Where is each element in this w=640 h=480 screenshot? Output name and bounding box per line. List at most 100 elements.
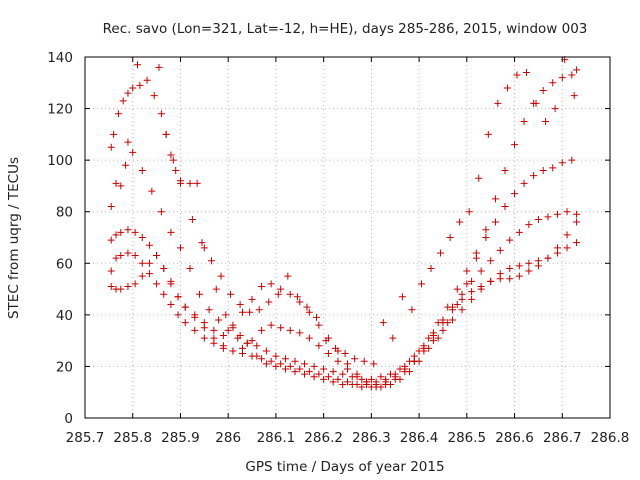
data-point (506, 275, 514, 283)
y-tick-label: 140 (47, 50, 73, 66)
y-tick-label: 100 (47, 153, 73, 169)
data-point (339, 380, 347, 388)
data-point (253, 342, 261, 350)
y-tick-label: 120 (47, 102, 73, 118)
data-point (117, 228, 125, 236)
data-point (119, 97, 127, 105)
data-point (515, 228, 523, 236)
data-point (107, 267, 115, 275)
data-point (272, 352, 280, 360)
data-point (463, 267, 471, 275)
data-point (329, 378, 337, 386)
x-tick-label: 286.3 (352, 430, 391, 446)
data-point (124, 138, 132, 146)
data-point (155, 63, 163, 71)
data-point (494, 99, 502, 107)
data-point (520, 179, 528, 187)
data-point (530, 172, 538, 180)
data-point (110, 130, 118, 138)
data-point (248, 352, 256, 360)
data-point (520, 117, 528, 125)
data-point (296, 365, 304, 373)
data-point (246, 308, 254, 316)
data-point (425, 334, 433, 342)
data-point (217, 272, 225, 280)
data-point (477, 282, 485, 290)
data-point (277, 285, 285, 293)
data-point (196, 290, 204, 298)
data-point (458, 306, 466, 314)
data-point (563, 231, 571, 239)
y-tick-label: 80 (56, 205, 73, 221)
data-point (191, 326, 199, 334)
data-point (358, 383, 366, 391)
data-point (262, 360, 270, 368)
data-point (243, 339, 251, 347)
data-point (129, 84, 137, 92)
data-point (162, 130, 170, 138)
data-point (107, 143, 115, 151)
data-point (157, 110, 165, 118)
data-point (379, 319, 387, 327)
data-point (169, 156, 177, 164)
data-point (310, 362, 318, 370)
data-point (107, 282, 115, 290)
data-point (539, 166, 547, 174)
data-point (370, 360, 378, 368)
data-point (207, 257, 215, 265)
data-point (544, 254, 552, 262)
data-point (219, 331, 227, 339)
data-point (568, 156, 576, 164)
data-point (117, 182, 125, 190)
data-point (277, 324, 285, 332)
data-point (496, 246, 504, 254)
data-point (334, 375, 342, 383)
data-point (210, 326, 218, 334)
data-point (265, 298, 273, 306)
data-point (200, 319, 208, 327)
data-point (544, 213, 552, 221)
data-point (549, 164, 557, 172)
data-point (138, 234, 146, 241)
data-point (434, 334, 442, 342)
data-point (305, 334, 313, 342)
data-point (324, 373, 332, 381)
data-point (320, 375, 328, 383)
data-point (112, 254, 120, 262)
data-point (534, 262, 542, 270)
data-point (465, 208, 473, 216)
data-point (322, 337, 330, 345)
data-point (138, 259, 146, 267)
data-point (272, 362, 280, 370)
data-point (511, 141, 519, 149)
data-point (534, 215, 542, 223)
data-point (296, 329, 304, 337)
data-point (315, 321, 323, 329)
data-point (439, 319, 447, 327)
data-point (301, 370, 309, 378)
data-point (525, 221, 533, 229)
data-point (212, 285, 220, 293)
data-point (401, 368, 409, 376)
data-point (482, 226, 490, 234)
data-point (573, 239, 581, 247)
data-point (551, 105, 559, 113)
data-point (236, 301, 244, 309)
data-point (134, 61, 141, 69)
x-tick-label: 286.8 (591, 430, 630, 446)
data-point (188, 215, 196, 223)
data-point (453, 285, 461, 293)
data-point (439, 326, 447, 334)
data-point (258, 355, 266, 363)
data-point (124, 226, 132, 234)
data-point (456, 218, 464, 226)
data-point (398, 293, 406, 301)
data-point (437, 249, 445, 257)
x-axis-label: GPS time / Days of year 2015 (245, 459, 444, 475)
data-point (429, 331, 437, 339)
data-point (303, 303, 311, 311)
data-point (262, 347, 270, 355)
data-point (515, 262, 523, 270)
data-point (222, 311, 230, 319)
